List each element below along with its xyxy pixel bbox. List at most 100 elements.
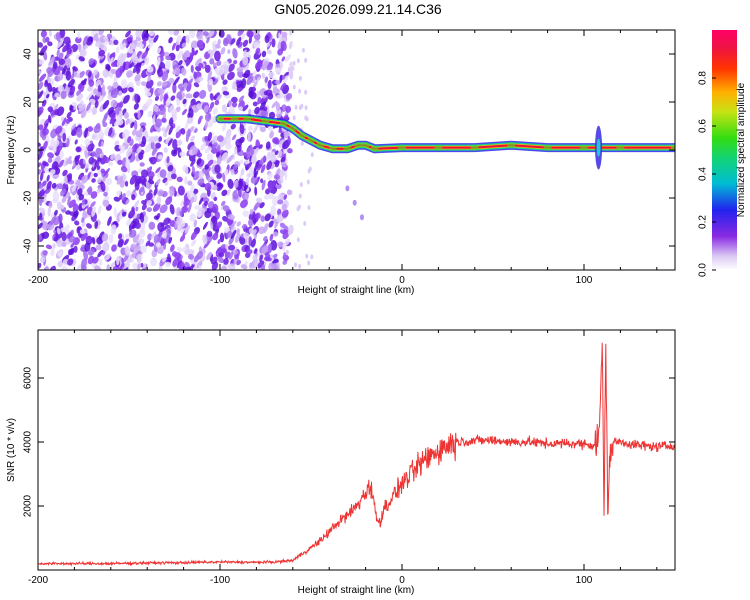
spectrogram-noise-cell (218, 252, 225, 258)
spectrogram-noise-cell (139, 162, 145, 167)
spectrogram-noise-cell (213, 92, 221, 100)
spectrogram-noise-cell (157, 189, 165, 197)
spectrogram-noise-cell (220, 265, 227, 270)
spectrogram-noise-cell (228, 263, 236, 270)
spectrogram-noise-cell (175, 44, 180, 52)
spectrogram-noise-cell (170, 95, 176, 101)
spectrogram-noise-cell (222, 79, 228, 85)
spectrogram-noise-cell (171, 251, 178, 257)
spectrogram-noise-cell (102, 250, 106, 256)
spectrogram-noise-cell (39, 59, 45, 65)
spectrogram-noise-cell (173, 76, 180, 86)
spectrogram-noise-cell (179, 235, 186, 242)
x-tick-label: -200 (28, 575, 48, 586)
spectrogram-noise-cell (172, 69, 177, 75)
spectrogram-noise-cell (82, 159, 86, 165)
snr-ylabel: SNR (10 * v/v) (6, 418, 17, 482)
spectrogram-noise-cell (175, 98, 181, 107)
spectrogram-noise-cell (110, 99, 118, 109)
spectrogram-noise-cell (165, 196, 173, 206)
spectrogram-noise-cell (159, 169, 167, 178)
spectrogram-noise-cell (212, 78, 219, 86)
spectrogram-noise-cell (202, 197, 210, 203)
spectrogram-noise-cell (243, 49, 247, 57)
spectrogram-noise-cell (265, 141, 271, 150)
spectrogram-noise-cell (253, 170, 259, 178)
spectrogram-noise-cell (103, 191, 108, 197)
spectrogram-noise-cell (56, 49, 60, 57)
spectrogram-noise-cell (259, 144, 263, 149)
y-tick-label: 0 (23, 147, 34, 153)
spectrogram-noise-cell (66, 48, 71, 55)
spectrogram-noise-cell (272, 262, 280, 270)
spectrogram-noise-cell (204, 121, 209, 130)
spectrogram-noise-cell (249, 267, 254, 270)
spectrogram-noise-cell (226, 138, 230, 144)
spectrogram-noise-cell (53, 236, 59, 242)
spectrogram-noise-cell (68, 247, 75, 256)
spectrogram-noise-cell (73, 245, 78, 253)
spectrogram-noise-cell (72, 66, 79, 72)
y-tick-label: -20 (23, 190, 34, 205)
spectrogram-noise-cell (212, 62, 217, 67)
y-tick-label: 4000 (23, 430, 34, 453)
spectrogram-noise-cell (77, 226, 82, 231)
spectrogram-noise-cell (298, 105, 302, 111)
spectrogram-noise-cell (216, 154, 223, 166)
spectrogram-noise-cell (259, 202, 265, 209)
spectrogram-noise-cell (301, 47, 305, 53)
spectrogram-noise-cell (266, 64, 273, 71)
spectrogram-noise-cell (98, 49, 105, 57)
x-tick-label: -200 (28, 275, 48, 286)
spectrogram-noise-cell (78, 56, 85, 62)
spectrogram-noise-cell (204, 64, 211, 73)
spectrogram-noise-cell (270, 205, 277, 217)
spectrogram-noise-cell (262, 106, 268, 112)
spectrogram-noise-cell (58, 52, 64, 60)
spectrogram-noise-cell (63, 36, 71, 45)
spectrogram-noise-cell (253, 41, 260, 49)
spectrogram-noise-cell (95, 147, 103, 155)
spectrogram-noise-cell (260, 164, 266, 174)
spectrogram-noise-cell (252, 254, 258, 261)
spectrogram-noise-cell (87, 126, 94, 132)
spectrogram-noise-cell (131, 170, 139, 178)
spectrogram-noise-cell (110, 68, 117, 75)
spectrogram-noise-cell (232, 48, 238, 59)
spectrogram-noise-cell (121, 79, 128, 89)
spectrogram-noise-cell (178, 59, 183, 66)
spectrogram-noise-cell (219, 140, 225, 147)
spectrogram-noise-cell (113, 207, 117, 218)
spectrogram-noise-cell (298, 88, 302, 94)
spectrogram-noise-cell (81, 145, 87, 152)
spectrogram-noise-cell (240, 199, 248, 208)
spectrogram-noise-cell (107, 106, 114, 116)
spectrogram-ridge (215, 114, 675, 221)
colorbar-tick-label: 0.4 (698, 167, 709, 181)
spectrogram-noise-cell (153, 187, 158, 196)
spectrogram-noise-cell (127, 87, 134, 93)
spectrogram-noise-cell (253, 248, 258, 254)
spectrogram-noise-cell (287, 148, 293, 154)
spectrogram-noise-cell (204, 210, 212, 219)
spectrogram-noise-cell (47, 152, 55, 159)
spectrogram-noise-cell (118, 214, 123, 220)
spectrogram-noise-cell (167, 164, 174, 172)
spectrogram-noise-cell (165, 261, 171, 268)
spectrogram-noise-cell (281, 56, 286, 62)
spectrogram-noise-cell (41, 231, 50, 239)
spectrogram-noise-cell (248, 249, 253, 254)
spectrogram-noise-cell (255, 197, 263, 203)
spectrogram-noise-cell (52, 87, 59, 96)
spectrogram-noise-cell (248, 35, 252, 44)
spectrogram-noise-cell (78, 193, 85, 201)
spectrogram-noise-cell (222, 172, 226, 183)
spectrogram-noise-cell (255, 47, 261, 55)
spectrogram-noise-cell (148, 242, 155, 247)
spectrogram-noise-cell (306, 179, 310, 185)
spectrogram-noise-cell (147, 171, 155, 178)
spectrogram-noise-cell (169, 204, 175, 215)
spectrogram-noise-cell (177, 185, 185, 196)
spectrogram-noise-cell (162, 131, 168, 138)
spectrogram-noise-cell (163, 147, 168, 153)
